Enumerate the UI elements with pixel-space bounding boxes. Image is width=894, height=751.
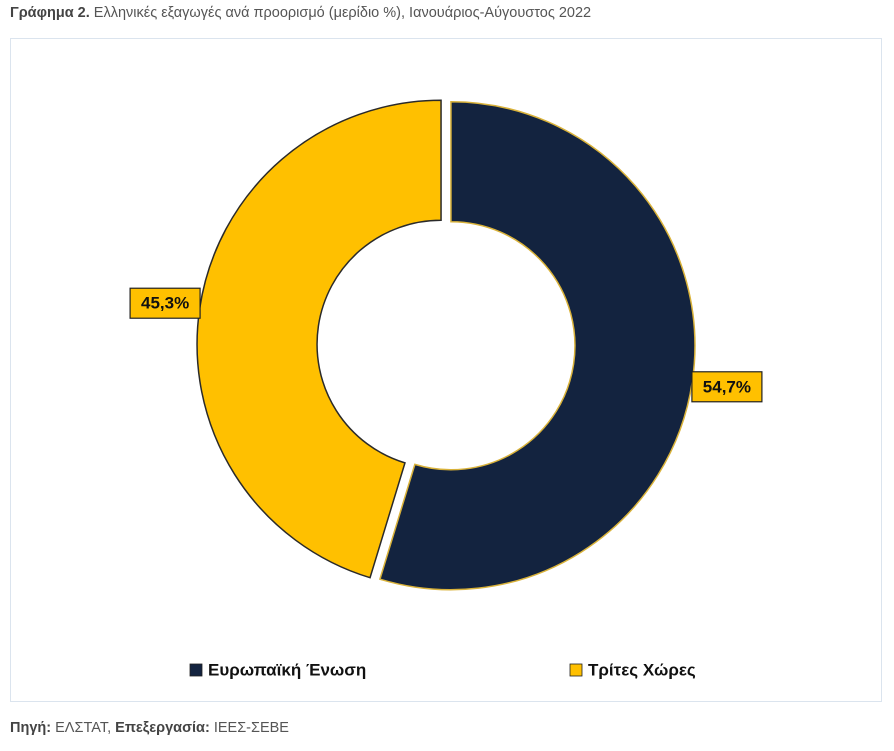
source: Πηγή: ΕΛΣΤΑΤ, Επεξεργασία: ΙΕΕΣ-ΣΕΒΕ: [10, 720, 289, 736]
chart-frame: [10, 38, 882, 702]
title-text: Ελληνικές εξαγωγές ανά προορισμό (μερίδι…: [93, 5, 592, 21]
source-text: ΕΛΣΤΑΤ,: [55, 720, 112, 736]
legend-label: Ευρωπαϊκή Ένωση: [208, 660, 366, 679]
source-label: Πηγή:: [10, 720, 52, 736]
value-label: 54,7%: [703, 377, 751, 396]
processing-text: ΙΕΕΣ-ΣΕΒΕ: [213, 720, 289, 736]
value-label-box: [129, 287, 201, 319]
donut-slice: [378, 100, 696, 591]
title-label: Γράφημα 2.: [10, 5, 90, 21]
value-label-box: [691, 371, 763, 403]
legend-label: Τρίτες Χώρες: [588, 660, 696, 679]
legend-swatch: [569, 663, 583, 677]
title: Γράφημα 2. Ελληνικές εξαγωγές ανά προορι…: [10, 5, 591, 21]
donut-slice: [196, 99, 442, 579]
processing-label: Επεξεργασία:: [115, 720, 210, 736]
value-label: 45,3%: [141, 294, 189, 313]
legend-swatch: [189, 663, 203, 677]
